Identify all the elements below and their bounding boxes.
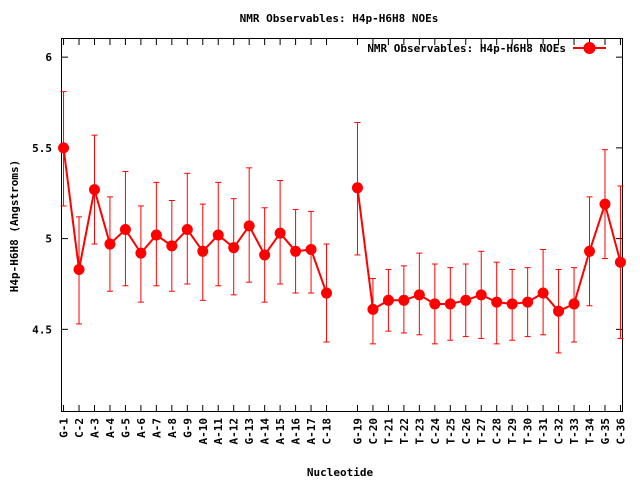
x-tick-label: G-35 (599, 418, 612, 445)
x-tick-label: C-20 (367, 418, 380, 445)
data-point (614, 256, 626, 268)
series-layer (58, 91, 626, 354)
x-tick-label: T-33 (568, 418, 581, 445)
x-tick-label: G-13 (243, 418, 256, 445)
y-axis-ticks: 4.5 5 5.5 6 (32, 51, 622, 336)
x-tick-label: T-34 (584, 418, 597, 445)
x-tick-label: T-25 (444, 418, 457, 445)
data-point (119, 224, 131, 236)
x-tick-label: T-31 (537, 418, 550, 445)
x-tick-label: T-23 (413, 418, 426, 445)
data-point (444, 298, 456, 310)
data-point (351, 182, 363, 194)
plot-frame (61, 38, 623, 412)
data-point (135, 247, 147, 259)
x-tick-label: A-8 (166, 418, 179, 438)
x-axis-ticks: G-1 C-2 A-3 A-4 G-5 A-6 A-7 A-8 G-9 A-10 A-11 A-12 G… (58, 39, 627, 445)
x-tick-label: G-9 (181, 418, 194, 438)
data-point (228, 242, 240, 254)
x-tick-label: C-26 (460, 418, 473, 445)
x-tick-label: A-15 (274, 418, 287, 445)
data-point (553, 305, 565, 317)
x-tick-label: C-2 (73, 418, 86, 438)
x-tick-label: G-1 (58, 418, 71, 438)
data-point (166, 240, 178, 252)
chart-title: NMR Observables: H4p-H6H8 NOEs (240, 12, 439, 25)
legend-marker (583, 42, 596, 54)
data-point (491, 296, 503, 308)
x-tick-label: T-21 (382, 418, 395, 445)
x-tick-label: A-7 (150, 418, 163, 438)
x-tick-label: C-24 (429, 418, 442, 445)
data-point (522, 296, 534, 308)
x-tick-label: T-22 (398, 418, 411, 445)
data-point (181, 224, 193, 236)
y-tick-label: 6 (45, 51, 52, 64)
data-point (212, 229, 224, 241)
data-point (382, 294, 394, 306)
x-tick-label: A-6 (135, 418, 148, 438)
data-point (537, 287, 549, 299)
y-tick-label: 5 (45, 233, 52, 246)
x-tick-label: A-16 (290, 418, 303, 445)
data-point (197, 245, 209, 257)
data-point (150, 229, 162, 241)
data-point (290, 245, 302, 257)
data-point (104, 238, 116, 250)
x-tick-label: C-36 (614, 418, 627, 445)
y-tick-label: 4.5 (32, 323, 52, 336)
data-point (58, 142, 70, 154)
x-tick-label: C-18 (321, 418, 334, 445)
x-tick-label: G-5 (119, 418, 132, 438)
y-tick-label: 5.5 (32, 142, 52, 155)
data-point (321, 287, 333, 299)
x-tick-label: A-10 (197, 418, 210, 445)
data-point (367, 303, 379, 315)
x-tick-label: A-17 (305, 418, 318, 445)
x-axis-label: Nucleotide (307, 466, 374, 479)
data-point (398, 294, 410, 306)
data-point (305, 243, 317, 255)
x-tick-label: A-12 (228, 418, 241, 445)
x-tick-label: A-11 (212, 418, 225, 445)
x-tick-label: T-29 (506, 418, 519, 445)
data-point (88, 184, 100, 196)
data-point (429, 298, 441, 310)
legend-label: NMR Observables: H4p-H6H8 NOEs (367, 42, 566, 55)
data-point (413, 289, 425, 301)
data-point (599, 198, 611, 210)
x-tick-label: T-27 (475, 418, 488, 445)
data-point (475, 289, 487, 301)
data-point (73, 263, 85, 275)
x-tick-label: G-19 (351, 418, 364, 445)
legend: NMR Observables: H4p-H6H8 NOEs (367, 42, 606, 55)
x-tick-label: T-30 (522, 418, 535, 445)
x-tick-label: A-14 (259, 418, 272, 445)
data-point (506, 298, 518, 310)
data-point (584, 245, 596, 257)
x-tick-label: A-3 (88, 418, 101, 438)
y-axis-label: H4p-H6H8 (Angstroms) (8, 160, 21, 292)
data-point (460, 294, 472, 306)
data-point (243, 220, 255, 232)
x-tick-label: C-32 (553, 418, 566, 445)
data-point (568, 298, 580, 310)
data-point (274, 227, 286, 239)
x-tick-label: A-4 (104, 418, 117, 438)
x-tick-label: C-28 (491, 418, 504, 445)
data-point (259, 249, 271, 261)
